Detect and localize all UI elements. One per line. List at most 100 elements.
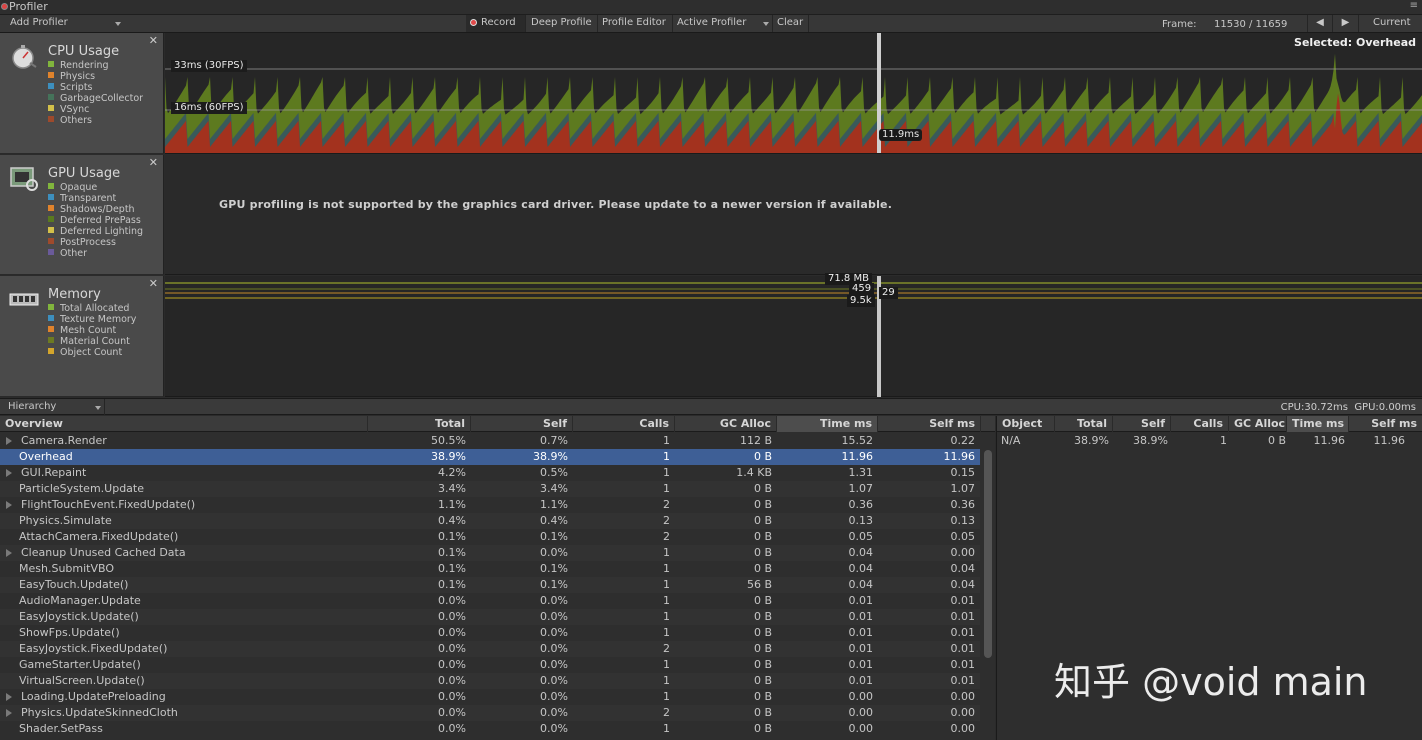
column-header[interactable]: Time ms	[1287, 416, 1349, 432]
deep-profile-label: Deep Profile	[531, 17, 592, 28]
active-profiler-dropdown[interactable]: Active Profiler	[673, 15, 773, 32]
column-header[interactable]: Self ms	[878, 416, 981, 432]
cell-self: 0.0%	[540, 706, 568, 719]
table-row[interactable]: Physics.UpdateSkinnedCloth 0.0% 0.0% 2 0 B 0.…	[0, 705, 980, 721]
table-row[interactable]: GUI.Repaint 4.2% 0.5% 1 1.4 KB 1.31 0.15	[0, 465, 980, 481]
close-icon[interactable]: ✕	[148, 156, 158, 169]
kebab-menu-icon[interactable]: ≡	[1409, 0, 1418, 11]
gpu-legend-item[interactable]: Deferred PrePass	[48, 215, 143, 226]
column-header[interactable]: Self	[1113, 416, 1171, 432]
table-row[interactable]: Cleanup Unused Cached Data 0.1% 0.0% 1 0 B 0.…	[0, 545, 980, 561]
column-header[interactable]: GC Alloc	[1229, 416, 1287, 432]
legend-swatch	[48, 249, 54, 255]
table-row[interactable]: EasyTouch.Update() 0.1% 0.1% 1 56 B 0.04 0.04	[0, 577, 980, 593]
table-row[interactable]: Mesh.SubmitVBO 0.1% 0.1% 1 0 B 0.04 0.04	[0, 561, 980, 577]
cell-selfms: 0.01	[950, 674, 976, 687]
cell-total: 38.9%	[431, 450, 466, 463]
current-frame-button[interactable]: Current	[1373, 17, 1411, 28]
record-button[interactable]: Record	[466, 15, 526, 32]
expand-arrow-icon[interactable]	[6, 437, 12, 445]
cpu-legend-item[interactable]: Others	[48, 115, 143, 126]
clear-button[interactable]: Clear	[773, 15, 809, 32]
gpu-usage-chart[interactable]: GPU profiling is not supported by the gr…	[165, 155, 1422, 275]
column-header[interactable]: Time ms	[777, 416, 878, 432]
memory-legend-item[interactable]: Total Allocated	[48, 303, 136, 314]
table-row[interactable]: AudioManager.Update 0.0% 0.0% 1 0 B 0.01 0.01	[0, 593, 980, 609]
column-header[interactable]: Total	[368, 416, 471, 432]
column-header[interactable]: Object	[997, 416, 1055, 432]
column-header[interactable]: Overview	[0, 416, 368, 432]
table-row[interactable]: EasyJoystick.FixedUpdate() 0.0% 0.0% 2 0 B 0.…	[0, 641, 980, 657]
expand-arrow-icon[interactable]	[6, 501, 12, 509]
hierarchy-scrollbar[interactable]	[982, 433, 994, 740]
table-row[interactable]: Shader.SetPass 0.0% 0.0% 1 0 B 0.00 0.00	[0, 721, 980, 737]
gpu-usage-panel[interactable]: GPU Usage ✕ Opaque Transparent Shadows/Dep…	[0, 155, 164, 275]
expand-arrow-icon[interactable]	[6, 469, 12, 477]
column-header[interactable]: Self ms	[1349, 416, 1422, 432]
memory-panel[interactable]: Memory ✕ Total Allocated Texture Memory Me…	[0, 276, 164, 397]
table-row[interactable]: AttachCamera.FixedUpdate() 0.1% 0.1% 2 0 B 0.…	[0, 529, 980, 545]
table-row[interactable]: Loading.UpdatePreloading 0.0% 0.0% 1 0 B 0.00…	[0, 689, 980, 705]
table-row[interactable]: VirtualScreen.Update() 0.0% 0.0% 1 0 B 0.01 0.…	[0, 673, 980, 689]
table-row[interactable]: ShowFps.Update() 0.0% 0.0% 1 0 B 0.01 0.01	[0, 625, 980, 641]
cell-self: 0.1%	[540, 578, 568, 591]
step-back-icon[interactable]: ◀	[1307, 15, 1333, 32]
table-row[interactable]: Overhead 38.9% 38.9% 1 0 B 11.96 11.96	[0, 449, 980, 465]
close-icon[interactable]: ✕	[148, 277, 158, 290]
cpu-usage-chart[interactable]: 33ms (30FPS) 16ms (60FPS) Selected: Over…	[165, 33, 1422, 154]
cell-total: 0.4%	[438, 514, 466, 527]
memory-legend-item[interactable]: Mesh Count	[48, 325, 136, 336]
close-icon[interactable]: ✕	[148, 34, 158, 47]
cpu-usage-panel[interactable]: CPU Usage ✕ Rendering Physics Scripts Garba…	[0, 33, 164, 154]
cell-self: 0.0%	[540, 610, 568, 623]
memory-legend-item[interactable]: Material Count	[48, 336, 136, 347]
cpu-legend-item[interactable]: Scripts	[48, 82, 143, 93]
cell-time: 1.31	[848, 466, 874, 479]
expand-arrow-icon[interactable]	[6, 693, 12, 701]
cell-calls: 1	[663, 562, 670, 575]
memory-legend-item[interactable]: Object Count	[48, 347, 136, 358]
profile-editor-button[interactable]: Profile Editor	[598, 15, 673, 32]
column-header[interactable]: Calls	[1171, 416, 1229, 432]
cpu-legend-item[interactable]: Rendering	[48, 60, 143, 71]
column-header[interactable]: Total	[1055, 416, 1113, 432]
cursor-value-label: 11.9ms	[879, 129, 923, 141]
memory-legend-item[interactable]: Texture Memory	[48, 314, 136, 325]
legend-label: VSync	[60, 104, 90, 115]
cell-time: 0.00	[848, 690, 874, 703]
deep-profile-button[interactable]: Deep Profile	[527, 15, 598, 32]
table-row[interactable]: ParticleSystem.Update 3.4% 3.4% 1 0 B 1.07 1.0…	[0, 481, 980, 497]
gpu-legend-item[interactable]: Opaque	[48, 182, 143, 193]
details-row[interactable]: N/A 38.9% 38.9% 1 0 B 11.96 11.96	[997, 433, 1422, 449]
table-row[interactable]: FlightTouchEvent.FixedUpdate() 1.1% 1.1% 2 0…	[0, 497, 980, 513]
cell-calls: 1	[663, 610, 670, 623]
expand-arrow-icon[interactable]	[6, 549, 12, 557]
gpu-legend-item[interactable]: Deferred Lighting	[48, 226, 143, 237]
cell-selfms: 0.01	[950, 594, 976, 607]
gpu-legend-item[interactable]: Shadows/Depth	[48, 204, 143, 215]
scrollbar-thumb[interactable]	[984, 450, 992, 658]
gpu-legend-item[interactable]: PostProcess	[48, 237, 143, 248]
column-header[interactable]: Calls	[573, 416, 675, 432]
view-mode-dropdown[interactable]: Hierarchy	[2, 399, 105, 415]
cell-total: 0.0%	[438, 690, 466, 703]
table-row[interactable]: EasyJoystick.Update() 0.0% 0.0% 1 0 B 0.01 0.0…	[0, 609, 980, 625]
table-row[interactable]: Physics.Simulate 0.4% 0.4% 2 0 B 0.13 0.13	[0, 513, 980, 529]
cell-self: 0.0%	[540, 658, 568, 671]
gpu-legend-item[interactable]: Transparent	[48, 193, 143, 204]
gpu-legend-item[interactable]: Other	[48, 248, 143, 259]
cpu-legend-item[interactable]: GarbageCollector	[48, 93, 143, 104]
memory-graph	[165, 276, 1422, 397]
memory-chart[interactable]: 71.8 MB 459 9.5k 29	[165, 273, 1422, 397]
column-header[interactable]: Self	[471, 416, 573, 432]
add-profiler-dropdown[interactable]: Add Profiler	[6, 15, 124, 32]
cell-total: 0.1%	[438, 578, 466, 591]
table-row[interactable]: Camera.Render 50.5% 0.7% 1 112 B 15.52 0.22	[0, 433, 980, 449]
cpu-legend-item[interactable]: VSync	[48, 104, 143, 115]
column-header[interactable]: GC Alloc	[675, 416, 777, 432]
cpu-legend-item[interactable]: Physics	[48, 71, 143, 82]
expand-arrow-icon[interactable]	[6, 709, 12, 717]
table-row[interactable]: GameStarter.Update() 0.0% 0.0% 1 0 B 0.01 0.01	[0, 657, 980, 673]
details-rows: N/A 38.9% 38.9% 1 0 B 11.96 11.96	[997, 433, 1422, 449]
step-forward-icon[interactable]: ▶	[1333, 15, 1359, 32]
